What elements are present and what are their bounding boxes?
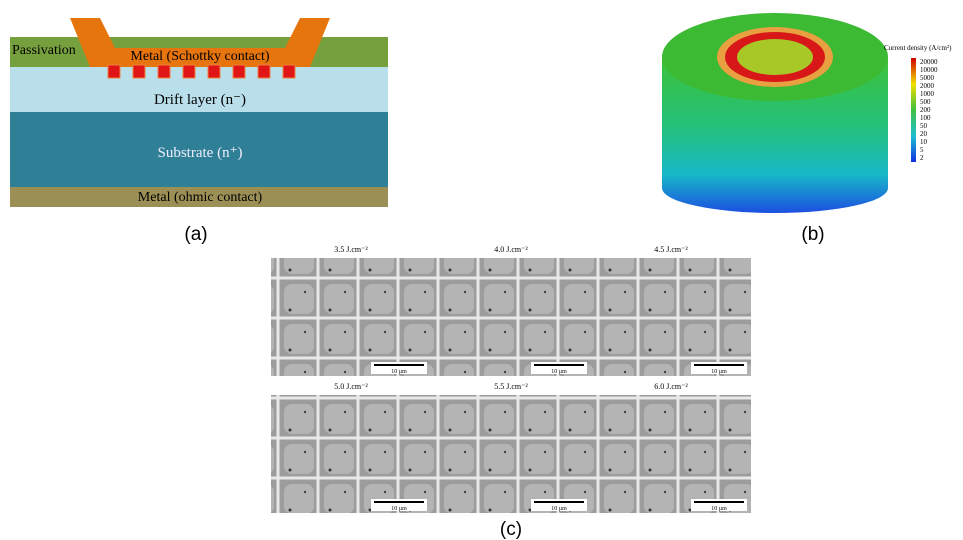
substrate-layer	[10, 112, 388, 187]
ring-center	[737, 39, 813, 75]
colorbar-tick: 5	[920, 146, 924, 154]
sem-image	[271, 395, 431, 513]
scale-label: 10 µm	[551, 369, 567, 375]
panel-label: (a)	[184, 224, 207, 245]
colorbar-tick: 10000	[920, 66, 938, 74]
fluence-label: 5.5 J.cm⁻²	[494, 382, 528, 391]
scale-label: 10 µm	[391, 369, 407, 375]
panel-c: (c) 3.5 J.cm⁻² 10 µm 4.0 J.cm⁻² 10 µm 4.5 J.…	[271, 245, 751, 540]
fluence-label: 4.5 J.cm⁻²	[654, 245, 688, 254]
panel-label: (c)	[500, 519, 522, 540]
panel-label: (b)	[801, 224, 824, 245]
sem-image	[591, 395, 751, 513]
pillar	[207, 64, 221, 79]
scale-label: 10 µm	[551, 506, 567, 512]
colorbar-tick: 20	[920, 130, 928, 138]
colorbar-tick: 500	[920, 98, 931, 106]
schottky-label: Metal (Schottky contact)	[130, 49, 270, 64]
cylinder-body	[662, 57, 888, 213]
pillar	[182, 64, 196, 79]
colorbar-tick: 100	[920, 114, 931, 122]
sem-image	[271, 258, 431, 376]
colorbar-tick: 20000	[920, 58, 938, 66]
colorbar-title: Current density (A/cm²)	[884, 44, 952, 52]
colorbar	[911, 58, 916, 162]
fluence-label: 4.0 J.cm⁻²	[494, 245, 528, 254]
substrate-label: Substrate (n⁺)	[158, 145, 243, 161]
scale-label: 10 µm	[711, 506, 727, 512]
pillar	[257, 64, 271, 79]
ohmic-layer	[10, 187, 388, 207]
panel-b: Current density (A/cm²) 2000010000500020…	[662, 13, 952, 245]
scale-label: 10 µm	[711, 369, 727, 375]
colorbar-tick: 2	[920, 154, 924, 162]
sem-image	[431, 395, 591, 513]
pillar	[282, 64, 296, 79]
colorbar-tick: 5000	[920, 74, 935, 82]
drift-label: Drift layer (n⁻)	[154, 92, 246, 108]
colorbar-tick: 200	[920, 106, 931, 114]
colorbar-tick: 10	[920, 138, 928, 146]
colorbar-tick: 2000	[920, 82, 935, 90]
pillars	[107, 64, 296, 79]
fluence-label: 5.0 J.cm⁻²	[334, 382, 368, 391]
colorbar-tick: 50	[920, 122, 928, 130]
colorbar-tick: 1000	[920, 90, 935, 98]
schottky-metal	[70, 18, 330, 67]
fluence-label: 6.0 J.cm⁻²	[654, 382, 688, 391]
sem-image	[591, 258, 751, 376]
fluence-label: 3.5 J.cm⁻²	[334, 245, 368, 254]
ohmic-label: Metal (ohmic contact)	[138, 190, 263, 205]
scale-label: 10 µm	[391, 506, 407, 512]
pillar	[107, 64, 121, 79]
drift-layer	[10, 67, 388, 112]
pillar	[232, 64, 246, 79]
panel-a: Passivation Metal (Schottky contact) Dri…	[10, 18, 388, 245]
sem-image	[431, 258, 591, 376]
pillar	[132, 64, 146, 79]
passivation-label: Passivation	[12, 43, 76, 58]
pillar	[157, 64, 171, 79]
